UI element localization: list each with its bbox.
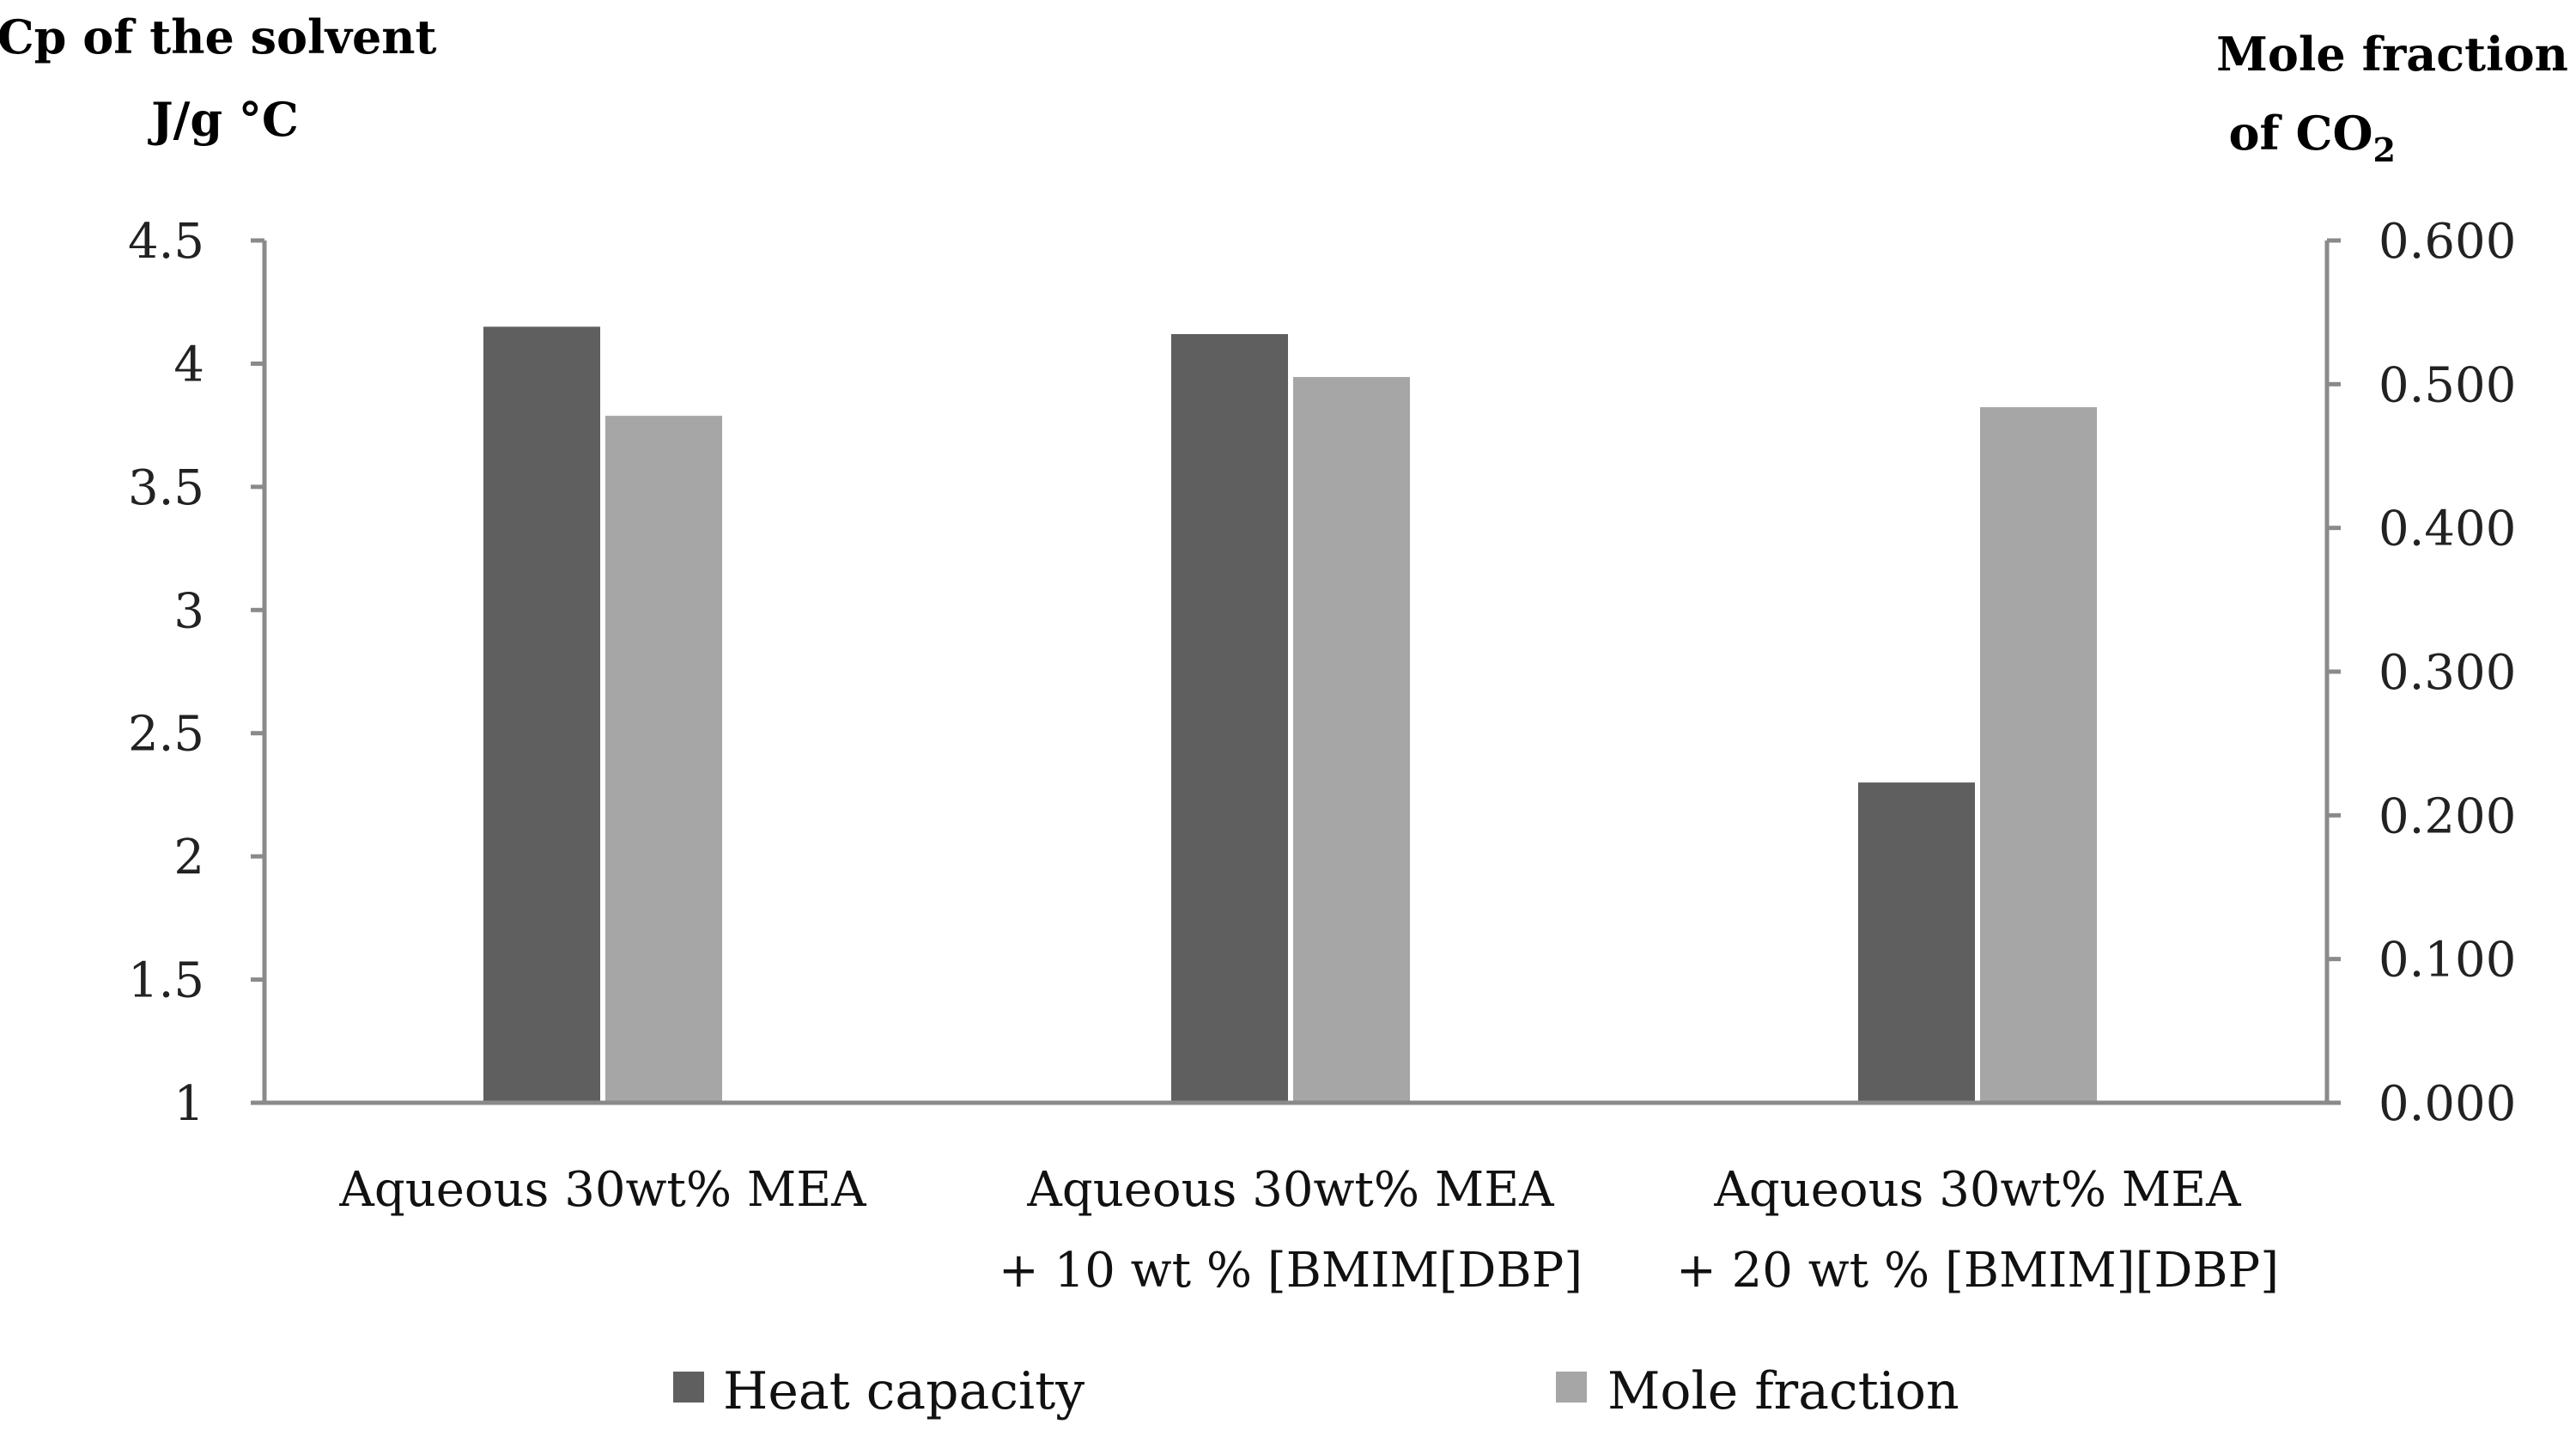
left-ticks-group: 1 1.5 2 2.5 3 3.5 4 4.5 [128,214,264,1132]
right-ticks-group: 0.000 0.100 0.200 0.300 0.400 0.500 0.600 [2327,214,2516,1132]
right-tick-label: 0.200 [2379,788,2516,844]
left-axis-title-line2: J/g °C [148,92,299,147]
right-axis-title-co: of CO [2228,106,2372,161]
bar-heat-capacity-1 [1171,334,1288,1103]
category-label-line: + 10 wt % [BMIM[DBP] [999,1243,1583,1299]
category-label-2: Aqueous 30wt% MEA + 20 wt % [BMIM][DBP] [1676,1162,2279,1299]
left-axis-title-line1: Cp of the solvent [0,9,437,64]
legend-swatch-mole-fraction [1556,1372,1587,1403]
left-tick-label: 3.5 [128,460,204,516]
left-tick-label: 4.5 [128,214,204,270]
right-tick-label: 0.000 [2379,1076,2516,1132]
bar-mole-fraction-2 [1980,407,2097,1103]
category-label-1: Aqueous 30wt% MEA + 10 wt % [BMIM[DBP] [999,1162,1583,1299]
legend-label-mole-fraction: Mole fraction [1607,1361,1959,1421]
category-label-line: Aqueous 30wt% MEA [338,1162,866,1218]
legend: Heat capacity Mole fraction [673,1361,1959,1421]
bar-heat-capacity-2 [1858,782,1975,1103]
bar-heat-capacity-0 [483,326,600,1103]
category-label-0: Aqueous 30wt% MEA [338,1162,866,1218]
left-tick-label: 2 [173,830,204,885]
bar-mole-fraction-0 [605,416,722,1103]
right-axis-title-line1: Mole fraction [2216,27,2568,82]
category-label-line: + 20 wt % [BMIM][DBP] [1676,1243,2279,1299]
right-axis-title-subscript: 2 [2373,131,2396,169]
bars-group [483,326,2097,1103]
legend-swatch-heat-capacity [673,1372,704,1403]
right-tick-label: 0.500 [2379,357,2516,413]
left-axis-title: Cp of the solvent J/g °C [0,9,453,147]
right-axis-title-line2: of CO2 [2228,106,2396,169]
category-labels-group: Aqueous 30wt% MEA Aqueous 30wt% MEA + 10 w… [338,1162,2279,1299]
right-tick-label: 0.400 [2379,502,2516,557]
right-axis-title: Mole fraction [2216,27,2568,82]
left-tick-label: 1 [173,1076,204,1132]
bar-mole-fraction-1 [1293,376,1410,1103]
category-label-line: Aqueous 30wt% MEA [1026,1162,1554,1218]
category-label-line: Aqueous 30wt% MEA [1713,1162,2241,1218]
left-tick-label: 1.5 [128,953,204,1009]
left-tick-label: 3 [173,583,204,639]
left-tick-label: 4 [173,337,204,392]
left-tick-label: 2.5 [128,707,204,763]
legend-label-heat-capacity: Heat capacity [723,1361,1084,1421]
right-tick-label: 0.600 [2379,214,2516,270]
right-tick-label: 0.100 [2379,933,2516,989]
right-tick-label: 0.300 [2379,645,2516,701]
